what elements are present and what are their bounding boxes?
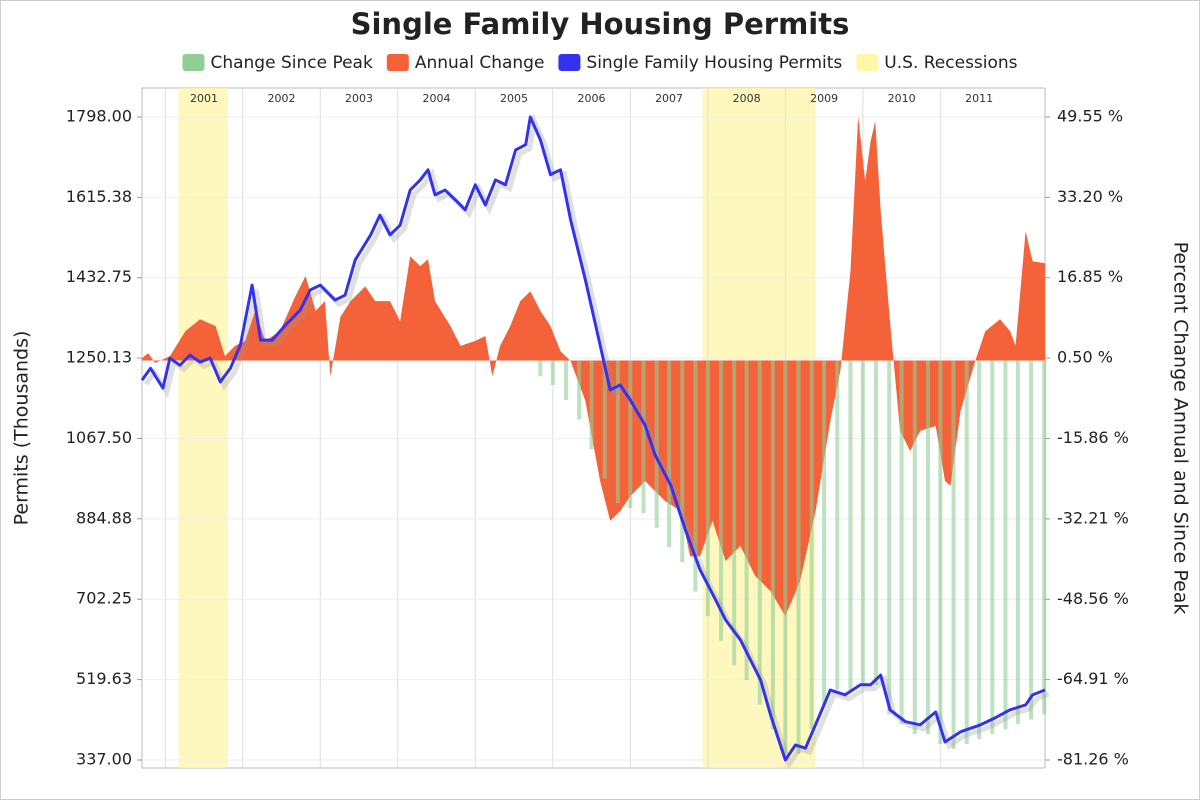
since-peak-bar — [732, 360, 737, 666]
since-peak-bar — [693, 360, 698, 592]
y2-tick-label: 49.55 % — [1057, 107, 1123, 126]
recession-band — [178, 88, 229, 768]
legend: Change Since Peak Annual Change Single Fam… — [182, 53, 1018, 73]
y2-axis-title: Percent Change Annual and Since Peak — [1170, 242, 1192, 615]
since-peak-bar — [744, 360, 749, 681]
since-peak-bar — [680, 360, 685, 563]
since-peak-bar — [589, 360, 594, 450]
x-tick-label: 2008 — [733, 92, 761, 105]
y-tick-label: 1432.75 — [66, 267, 132, 286]
legend-swatch — [558, 54, 581, 71]
since-peak-bar — [1003, 360, 1008, 730]
since-peak-bar — [874, 360, 879, 685]
since-peak-bar — [705, 360, 710, 617]
since-peak-bar — [796, 360, 801, 754]
legend-swatch — [182, 54, 205, 71]
plot: 2001 2002 2003 2004 2005 2006 2007 2008 2009 2010… — [140, 87, 1050, 770]
since-peak-bar — [783, 360, 788, 754]
since-peak-bar — [1042, 360, 1047, 715]
since-peak-bar — [563, 360, 568, 400]
y-tick-label: 1798.00 — [66, 107, 132, 126]
since-peak-bar — [977, 360, 982, 740]
since-peak-bar — [809, 360, 814, 730]
since-peak-bar — [887, 360, 892, 715]
since-peak-bar — [577, 360, 582, 420]
since-peak-bar — [654, 360, 659, 528]
y2-tick-label: -48.56 % — [1057, 589, 1129, 608]
y2-tick-label: -15.86 % — [1057, 428, 1129, 447]
since-peak-bar — [615, 360, 620, 504]
since-peak-bar — [990, 360, 995, 735]
since-peak-bar — [719, 360, 724, 641]
y-axis-title: Permits (Thousands) — [11, 331, 33, 526]
y-tick-label: 1615.38 — [66, 187, 132, 206]
since-peak-bar — [538, 360, 543, 377]
since-peak-bar — [628, 360, 633, 509]
since-peak-bar — [951, 360, 956, 749]
since-peak-bar — [757, 360, 762, 705]
x-tick-label: 2002 — [268, 92, 296, 105]
line-shadow — [143, 112, 1050, 770]
since-peak-bar — [1029, 360, 1034, 720]
y2-tick-label: 33.20 % — [1057, 187, 1123, 206]
since-peak-bar — [770, 360, 775, 730]
y-tick-label: 1250.13 — [66, 348, 132, 367]
since-peak-bar — [641, 360, 646, 513]
x-tick-label: 2010 — [888, 92, 916, 105]
x-tick-label: 2011 — [965, 92, 993, 105]
since-peak-bar — [848, 360, 853, 690]
legend-label: Single Family Housing Permits — [586, 53, 842, 73]
since-peak-bar — [667, 360, 672, 548]
since-peak-bar — [1015, 360, 1020, 725]
since-peak-bar — [860, 360, 865, 685]
x-tick-label: 2004 — [423, 92, 451, 105]
since-peak-bar — [550, 360, 555, 386]
y2-tick-label: -32.21 % — [1057, 508, 1129, 527]
y-tick-label: 884.88 — [76, 508, 132, 527]
y-tick-label: 337.00 — [76, 749, 132, 768]
x-tick-label: 2005 — [500, 92, 528, 105]
y2-tick-label: 16.85 % — [1057, 267, 1123, 286]
since-peak-bar — [899, 360, 904, 725]
x-tick-label: 2003 — [345, 92, 373, 105]
since-peak-bar — [835, 360, 840, 690]
since-peak-bar — [602, 360, 607, 479]
y-tick-label: 1067.50 — [66, 428, 132, 447]
since-peak-bar — [925, 360, 930, 735]
since-peak-bar — [912, 360, 917, 735]
y2-tick-label: 0.50 % — [1057, 348, 1113, 367]
since-peak-bar — [964, 360, 969, 744]
chart-title: Single Family Housing Permits — [351, 7, 850, 41]
y2-tick-label: -81.26 % — [1057, 749, 1129, 768]
legend-swatch — [856, 54, 879, 71]
legend-swatch — [386, 54, 409, 71]
legend-label: U.S. Recessions — [884, 53, 1017, 73]
legend-label: Change Since Peak — [210, 53, 373, 73]
since-peak-bar — [822, 360, 827, 705]
x-tick-label: 2009 — [810, 92, 838, 105]
legend-label: Annual Change — [415, 53, 545, 73]
permits-line — [140, 115, 1046, 762]
x-tick-label: 2006 — [578, 92, 606, 105]
y-tick-label: 702.25 — [76, 589, 132, 608]
y-tick-label: 519.63 — [76, 669, 132, 688]
x-tick-label: 2001 — [190, 92, 218, 105]
since-peak-bar — [938, 360, 943, 744]
y2-tick-label: -64.91 % — [1057, 669, 1129, 688]
x-tick-label: 2007 — [655, 92, 683, 105]
